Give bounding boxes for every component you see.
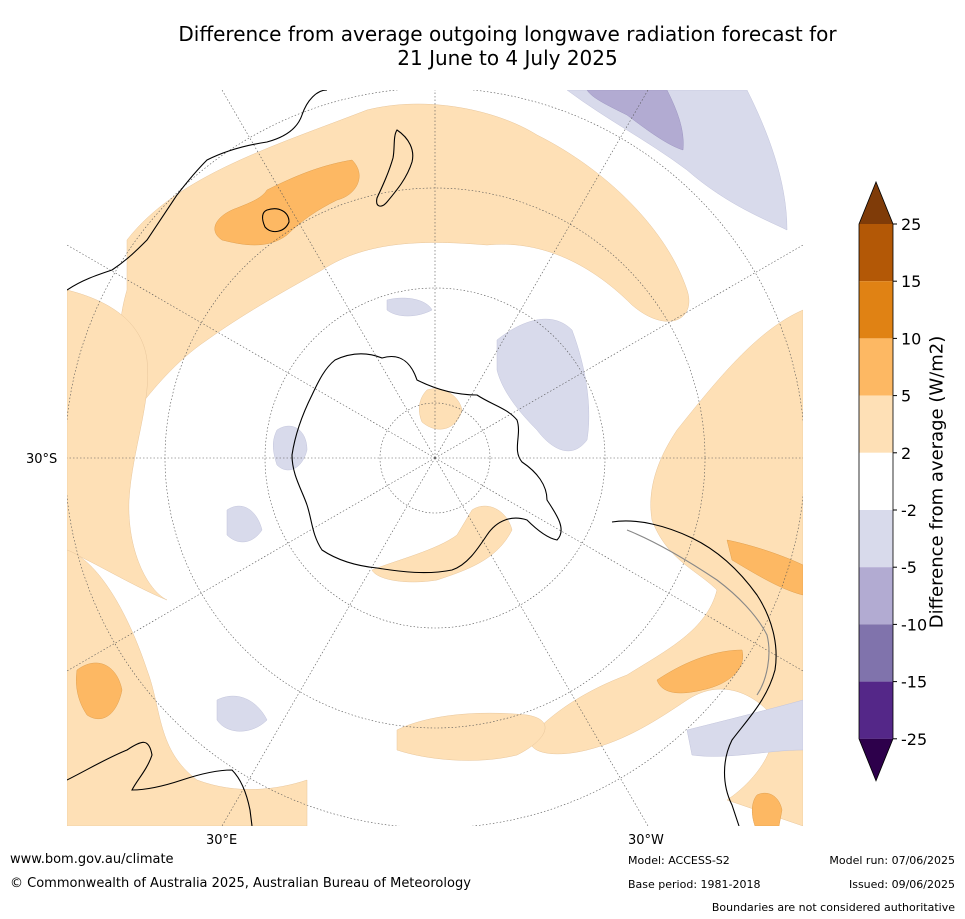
anomaly-area-northeast-core [586, 90, 684, 151]
anomaly-area-north-small [386, 297, 433, 317]
anomaly-area-southamerica-north [726, 539, 803, 596]
polar-map [67, 90, 803, 826]
colorbar-segment [859, 281, 893, 339]
colorbar-segment [859, 338, 893, 396]
colorbar-segment [859, 452, 893, 510]
colorbar-segment [859, 624, 893, 682]
latitude-label-30s: 30°S [26, 452, 58, 467]
meridian-120e [67, 244, 436, 459]
colorbar-segment [859, 395, 893, 453]
colorbar-segment [859, 567, 893, 625]
colorbar-extend-top [859, 182, 893, 224]
latitude-circle-60s [264, 287, 606, 629]
colorbar-segment [859, 510, 893, 568]
longitude-label-30e: 30°E [206, 833, 238, 848]
southamerica-border [626, 529, 770, 696]
colorbar-tick-label: 15 [901, 272, 921, 291]
colorbar-tick-label: -5 [901, 558, 917, 577]
colorbar-tick-label: -2 [901, 501, 917, 520]
colorbar-ticks: 25 15 10 5 2 -2 -5 -10 -15 -25 [893, 215, 927, 749]
colorbar-tick-label: 5 [901, 387, 911, 406]
graticule [67, 90, 803, 826]
colorbar-tick-label: -25 [901, 730, 927, 749]
colorbar-segment [859, 681, 893, 739]
longitude-label-30w: 30°W [628, 833, 664, 848]
footer-issued: Issued: 09/06/2025 [848, 878, 955, 891]
colorbar-segments [858, 180, 894, 782]
australia-coastline [67, 90, 328, 291]
anomaly-area-southeast [686, 699, 803, 757]
colorbar-tick-label: 10 [901, 329, 921, 348]
anomaly-area-south-small [216, 695, 268, 732]
tasmania-coastline [262, 208, 290, 233]
colorbar-extend-bottom [859, 738, 893, 781]
footer-url[interactable]: www.bom.gov.au/climate [10, 852, 174, 867]
anomaly-area-southwest-spot [76, 662, 123, 720]
latitude-circle-75s [379, 402, 491, 514]
title-line-2: 21 June to 4 July 2025 [397, 46, 618, 70]
meridian-30w [434, 457, 649, 826]
anomaly-area-west-band [67, 289, 168, 601]
anomaly-area-weddell-sea [496, 318, 590, 451]
colorbar-title: Difference from average (W/m2) [926, 335, 948, 629]
anomaly-area-weddell-patch [371, 505, 513, 583]
footer-base-period: Base period: 1981-2018 [628, 878, 761, 891]
colorbar-tick-label: -10 [901, 615, 927, 634]
footer-model-run: Model run: 07/06/2025 [829, 854, 955, 867]
meridian-30e [221, 457, 436, 826]
newzealand-coastline [376, 129, 414, 207]
anomaly-area-south-arc [396, 712, 546, 761]
anomaly-area-northeast [566, 90, 788, 231]
anomaly-light-purple [216, 90, 803, 757]
africa-coastline [67, 741, 253, 826]
meridian-120w [434, 244, 803, 459]
anomaly-area-southamerica-south [656, 649, 744, 694]
meridian-60w [434, 457, 803, 672]
footer-model: Model: ACCESS-S2 [628, 854, 730, 867]
footer-copyright: © Commonwealth of Australia 2025, Austra… [10, 876, 471, 891]
meridian-60e [67, 457, 436, 672]
colorbar: 25 15 10 5 2 -2 -5 -10 -15 -25 [858, 180, 927, 782]
anomaly-area-north-arc [119, 103, 690, 411]
southamerica-coastline [611, 520, 777, 826]
colorbar-tick-label: -15 [901, 673, 927, 692]
anomaly-area-south-spot [752, 792, 783, 826]
footer-disclaimer: Boundaries are not considered authoritat… [711, 901, 955, 914]
colorbar-tick-label: 25 [901, 215, 921, 234]
anomaly-area-east [530, 309, 803, 826]
anomaly-purple [586, 90, 684, 151]
colorbar-tick-label: 2 [901, 444, 911, 463]
antarctica-coastline [291, 353, 562, 574]
coastlines [67, 90, 777, 826]
anomaly-light-orange [67, 103, 803, 826]
title-line-1: Difference from average outgoing longwav… [178, 22, 837, 46]
chart-title: Difference from average outgoing longwav… [0, 22, 965, 70]
meridian-150e [221, 90, 436, 459]
country-borders [626, 529, 770, 696]
anomaly-area-southwest [67, 549, 308, 826]
colorbar-segment [859, 224, 893, 282]
anomaly-area-antarctic-patch [419, 388, 463, 430]
anomaly-area-west-small [226, 505, 263, 543]
meridian-150w [434, 90, 649, 459]
